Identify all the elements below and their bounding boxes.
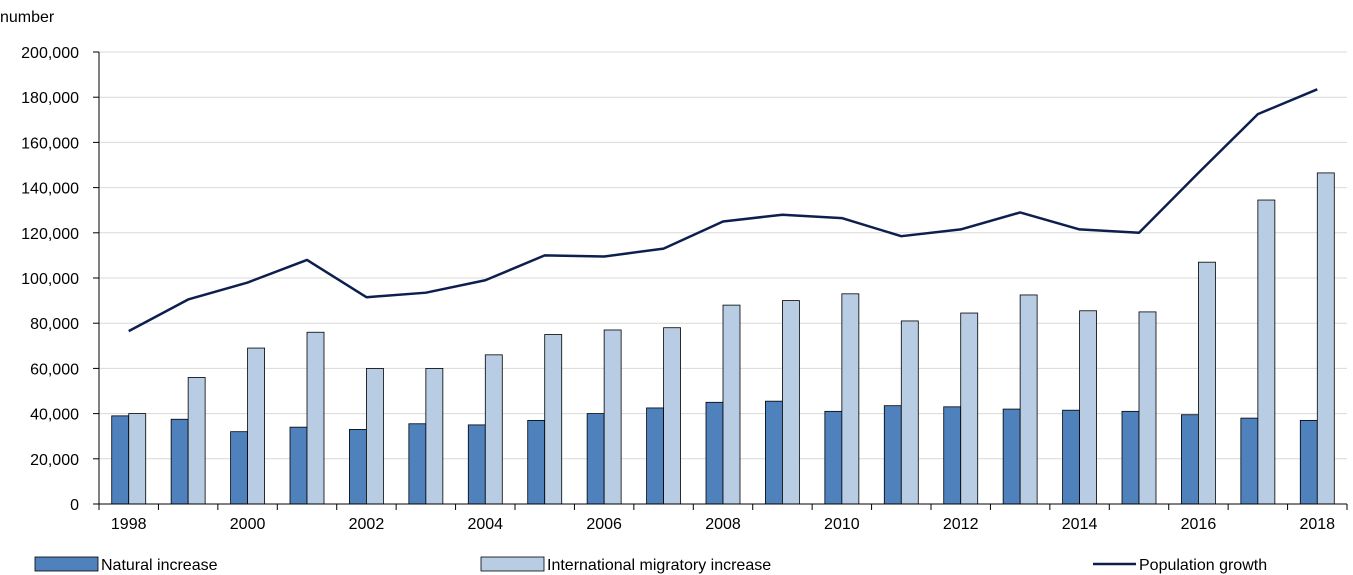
legend-label: Natural increase — [101, 557, 218, 574]
natural-increase-bar — [943, 406, 962, 505]
y-tick-label: 0 — [70, 497, 79, 514]
legend-label: Population growth — [1139, 557, 1267, 574]
legend-item: Natural increase — [34, 556, 218, 574]
migratory-increase-bar — [1198, 261, 1216, 505]
x-tick-label: 1998 — [111, 516, 147, 533]
migratory-increase-bar — [900, 320, 919, 505]
x-tick-label: 2004 — [467, 516, 503, 533]
y-tick-label: 140,000 — [21, 181, 79, 198]
natural-increase-bar — [765, 400, 783, 505]
series-0-bars — [111, 400, 1318, 505]
natural-increase-bar — [1299, 419, 1318, 505]
natural-increase-bar — [467, 424, 486, 505]
migratory-increase-bar — [663, 327, 681, 505]
natural-increase-bar — [1121, 410, 1140, 505]
legend-swatch — [34, 556, 99, 572]
x-tick-label: 2014 — [1062, 516, 1098, 533]
migratory-increase-bar — [1019, 294, 1038, 505]
y-tick-label: 180,000 — [21, 90, 79, 107]
y-tick-label: 120,000 — [21, 226, 79, 243]
migratory-increase-bar — [1316, 172, 1335, 505]
migratory-increase-bar — [128, 413, 147, 505]
migratory-increase-bar — [960, 312, 979, 505]
natural-increase-bar — [1002, 408, 1021, 505]
natural-increase-bar — [230, 431, 248, 505]
y-tick-label: 40,000 — [30, 407, 79, 424]
migratory-increase-bar — [187, 377, 206, 505]
axes — [93, 51, 1348, 510]
migratory-increase-bar — [366, 367, 384, 505]
migratory-increase-bar — [782, 300, 800, 505]
y-tick-labels: 0 20,000 40,000 60,000 80,000 100,000 120,000 1… — [21, 45, 79, 514]
natural-increase-bar — [1062, 409, 1080, 505]
legend: Natural increase International migratory … — [34, 556, 1267, 574]
legend-item: International migratory increase — [480, 556, 771, 574]
population-growth-line-group — [128, 88, 1318, 333]
migratory-increase-bar — [425, 367, 444, 505]
natural-increase-bar — [646, 407, 664, 505]
migratory-increase-bar — [603, 329, 622, 505]
x-tick-label: 2010 — [824, 516, 860, 533]
natural-increase-bar — [527, 419, 546, 505]
legend-swatch — [480, 556, 545, 572]
migratory-increase-bar — [306, 331, 325, 505]
migratory-increase-bar — [484, 354, 503, 505]
natural-increase-bar — [586, 413, 605, 505]
y-tick-label: 20,000 — [30, 452, 79, 469]
x-tick-label: 2002 — [349, 516, 385, 533]
population-growth-line — [128, 88, 1318, 333]
natural-increase-bar — [170, 418, 189, 505]
x-tick-label: 2012 — [943, 516, 979, 533]
natural-increase-bar — [1240, 417, 1259, 505]
migratory-increase-bar — [722, 304, 741, 505]
x-tick-labels: 1998 2000 2002 2004 2006 2008 2010 2012 2014 2016… — [111, 516, 1335, 533]
legend-item: Population growth — [1093, 557, 1267, 574]
y-tick-label: 160,000 — [21, 135, 79, 152]
natural-increase-bar — [349, 429, 367, 505]
bars — [111, 172, 1335, 505]
migratory-increase-bar — [841, 293, 860, 505]
migratory-increase-bar — [1079, 310, 1097, 505]
natural-increase-bar — [705, 401, 724, 505]
x-tick-label: 2000 — [230, 516, 266, 533]
migratory-increase-bar — [544, 334, 563, 505]
migratory-increase-bar — [1257, 199, 1276, 505]
series-1-bars — [128, 172, 1335, 505]
x-tick-label: 2016 — [1181, 516, 1217, 533]
natural-increase-bar — [883, 405, 902, 505]
natural-increase-bar — [824, 410, 843, 505]
x-tick-label: 2008 — [705, 516, 741, 533]
natural-increase-bar — [1181, 414, 1199, 505]
migratory-increase-bar — [247, 347, 265, 505]
x-tick-label: 2006 — [586, 516, 622, 533]
y-tick-label: 60,000 — [30, 361, 79, 378]
natural-increase-bar — [289, 426, 308, 505]
natural-increase-bar — [408, 423, 427, 505]
y-unit-label: number — [0, 9, 55, 26]
natural-increase-bar — [111, 415, 130, 505]
legend-label: International migratory increase — [547, 557, 771, 574]
y-tick-label: 200,000 — [21, 45, 79, 62]
y-tick-label: 80,000 — [30, 316, 79, 333]
migratory-increase-bar — [1138, 311, 1157, 505]
y-tick-label: 100,000 — [21, 271, 79, 288]
x-tick-label: 2018 — [1299, 516, 1335, 533]
